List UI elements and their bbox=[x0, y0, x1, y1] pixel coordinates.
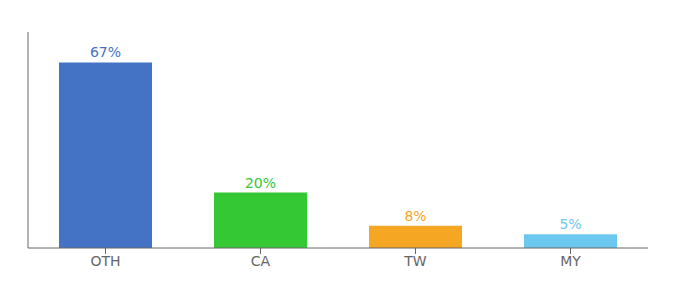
svg-text:20%: 20% bbox=[245, 175, 276, 191]
svg-text:TW: TW bbox=[403, 253, 427, 269]
svg-text:MY: MY bbox=[560, 253, 581, 269]
svg-text:CA: CA bbox=[251, 253, 271, 269]
svg-text:5%: 5% bbox=[559, 216, 581, 232]
svg-text:OTH: OTH bbox=[90, 253, 120, 269]
svg-text:8%: 8% bbox=[404, 208, 426, 224]
svg-text:67%: 67% bbox=[90, 44, 121, 60]
